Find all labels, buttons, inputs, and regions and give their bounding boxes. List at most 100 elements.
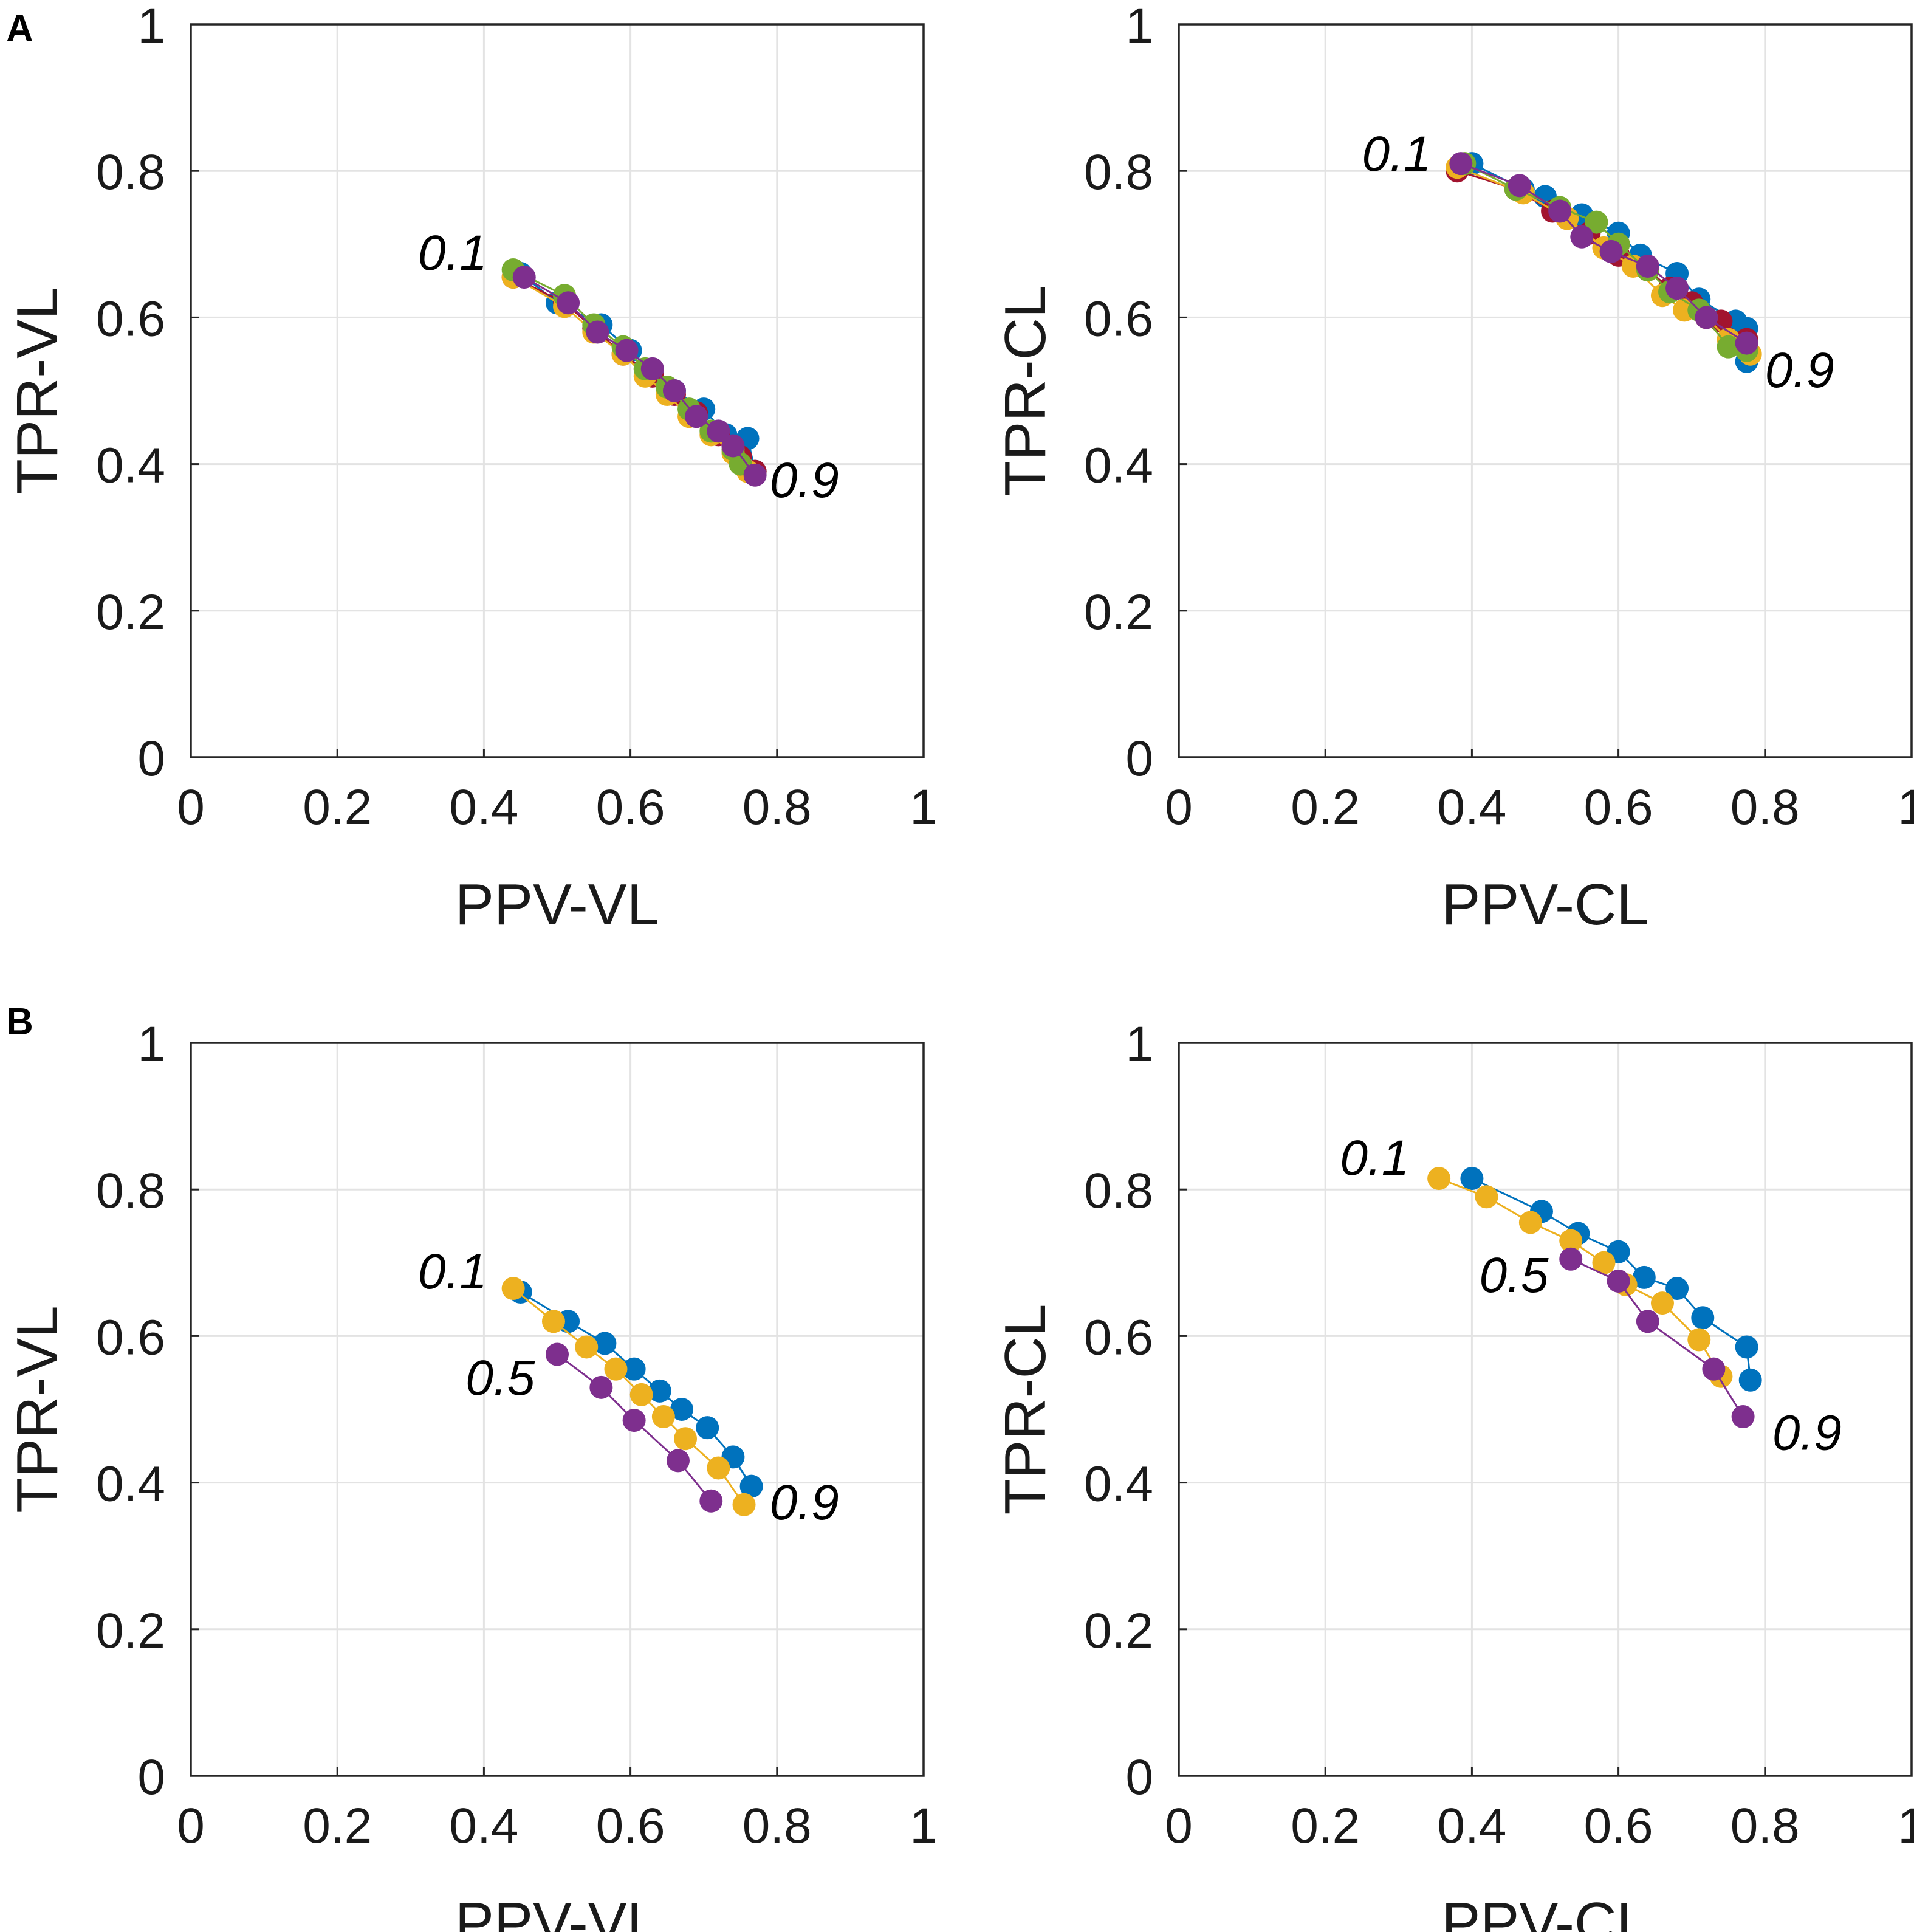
data-point (1548, 199, 1572, 223)
x-tick-label: 0.2 (1291, 1798, 1360, 1854)
data-point (651, 1405, 675, 1429)
data-point (557, 291, 580, 315)
data-point (1592, 1251, 1616, 1274)
x-axis-label: PPV-CL (1441, 872, 1648, 937)
threshold-annotation: 0.1 (418, 1244, 487, 1299)
data-point (1607, 1269, 1630, 1293)
chart-b-right: 0 0.2 0.4 0.6 0.8 1 0 0.2 0.4 0.6 0.8 1 PPV-CL TPR-CL… (993, 1017, 1914, 1932)
data-point (629, 1383, 653, 1406)
data-point (512, 266, 536, 289)
chart-a-right: 0 0.2 0.4 0.6 0.8 1 0 0.2 0.4 0.6 0.8 1 PPV-CL TPR-CL… (993, 0, 1914, 937)
data-point (1735, 1335, 1758, 1359)
series-line (1570, 1258, 1744, 1417)
data-point (1632, 1265, 1656, 1289)
grid (1179, 1043, 1912, 1776)
x-axis-label: PPV-VL (455, 1891, 659, 1932)
threshold-annotation: 0.1 (1340, 1130, 1409, 1186)
y-tick-label: 0.8 (1084, 1163, 1153, 1219)
y-tick-label: 0.4 (1084, 438, 1153, 493)
y-tick-label: 0.8 (96, 1163, 165, 1219)
data-point (1570, 225, 1594, 249)
data-point (674, 1427, 698, 1451)
x-tick-label: 0.6 (596, 780, 665, 835)
threshold-annotation: 0.9 (770, 1475, 839, 1530)
series-yellow (1427, 1167, 1733, 1388)
x-axis-label: PPV-CL (1441, 1891, 1648, 1932)
series-purple (512, 266, 767, 487)
data-point (1559, 1247, 1583, 1271)
series-blue (509, 1281, 763, 1498)
data-point (707, 419, 730, 443)
y-tick-label: 0.2 (96, 1603, 165, 1659)
data-point (732, 1493, 756, 1516)
grid (191, 24, 924, 757)
data-point (1650, 1291, 1674, 1315)
data-point (589, 1375, 613, 1399)
x-tick-label: 0.4 (449, 1798, 518, 1854)
data-point (1636, 254, 1659, 278)
plot-area (190, 1042, 925, 1777)
y-tick-label: 0 (137, 731, 165, 786)
data-point (1508, 174, 1531, 198)
data-point (575, 1335, 599, 1359)
threshold-annotation: 0.9 (1772, 1405, 1842, 1460)
x-tick-label: 0.8 (1730, 780, 1800, 835)
y-tick-label: 0.4 (1084, 1457, 1153, 1512)
x-tick-label: 0.8 (1730, 1798, 1800, 1854)
data-point (699, 1489, 723, 1513)
y-tick-label: 0.2 (1084, 585, 1153, 640)
chart-a-left: 0 0.2 0.4 0.6 0.8 1 0 0.2 0.4 0.6 0.8 1 PPV-VL TPR-VL… (5, 0, 938, 937)
data-point (615, 339, 639, 362)
y-tick-label: 0.8 (1084, 145, 1153, 200)
threshold-annotation: 0.9 (770, 453, 839, 508)
y-tick-label: 0.6 (1084, 1310, 1153, 1365)
x-tick-label: 1 (910, 780, 938, 835)
data-point (739, 1474, 763, 1498)
series-purple (1449, 152, 1758, 355)
x-tick-label: 0.4 (449, 780, 518, 835)
x-tick-label: 1 (1898, 1798, 1914, 1854)
data-point (696, 1416, 719, 1440)
data-point (1599, 239, 1623, 263)
panel-label-a: A (6, 8, 33, 50)
data-point (1559, 1229, 1583, 1253)
data-point (1687, 1328, 1711, 1352)
panel-label-b: B (6, 1001, 33, 1043)
x-tick-label: 0.2 (303, 1798, 372, 1854)
data-point (541, 1310, 565, 1333)
threshold-annotation: 0.9 (1765, 343, 1834, 398)
threshold-annotation: 0.1 (1362, 126, 1432, 182)
x-tick-label: 0.6 (1584, 1798, 1653, 1854)
y-tick-label: 0.6 (96, 1310, 165, 1365)
y-axis-label: TPR-VL (5, 287, 70, 494)
x-tick-label: 0.2 (303, 780, 372, 835)
data-point (1460, 1167, 1484, 1191)
data-point (685, 405, 708, 428)
plot-area (1178, 1042, 1913, 1777)
data-point (1665, 277, 1689, 300)
threshold-annotation: 0.1 (418, 225, 487, 281)
y-tick-label: 1 (137, 1017, 165, 1072)
data-point (593, 1332, 617, 1355)
series-purple (546, 1342, 723, 1513)
y-axis-label: TPR-VL (5, 1305, 70, 1513)
y-axis-label: TPR-CL (993, 1304, 1058, 1515)
series-line (1464, 162, 1747, 352)
data-point (604, 1357, 628, 1381)
data-point (622, 1357, 646, 1381)
x-tick-label: 0.4 (1437, 780, 1506, 835)
data-point (1717, 335, 1740, 359)
data-point (1475, 1185, 1498, 1209)
data-point (1585, 210, 1608, 234)
x-tick-label: 0.6 (596, 1798, 665, 1854)
y-tick-label: 0.6 (96, 291, 165, 346)
data-point (1665, 1277, 1689, 1301)
data-point (1518, 1211, 1542, 1234)
x-tick-label: 1 (1898, 780, 1914, 835)
y-tick-label: 1 (137, 0, 165, 53)
data-point (707, 1456, 730, 1480)
y-tick-label: 0.4 (96, 1457, 165, 1512)
data-point (1427, 1167, 1451, 1191)
x-tick-label: 0.2 (1291, 780, 1360, 835)
y-tick-label: 0.8 (96, 145, 165, 200)
